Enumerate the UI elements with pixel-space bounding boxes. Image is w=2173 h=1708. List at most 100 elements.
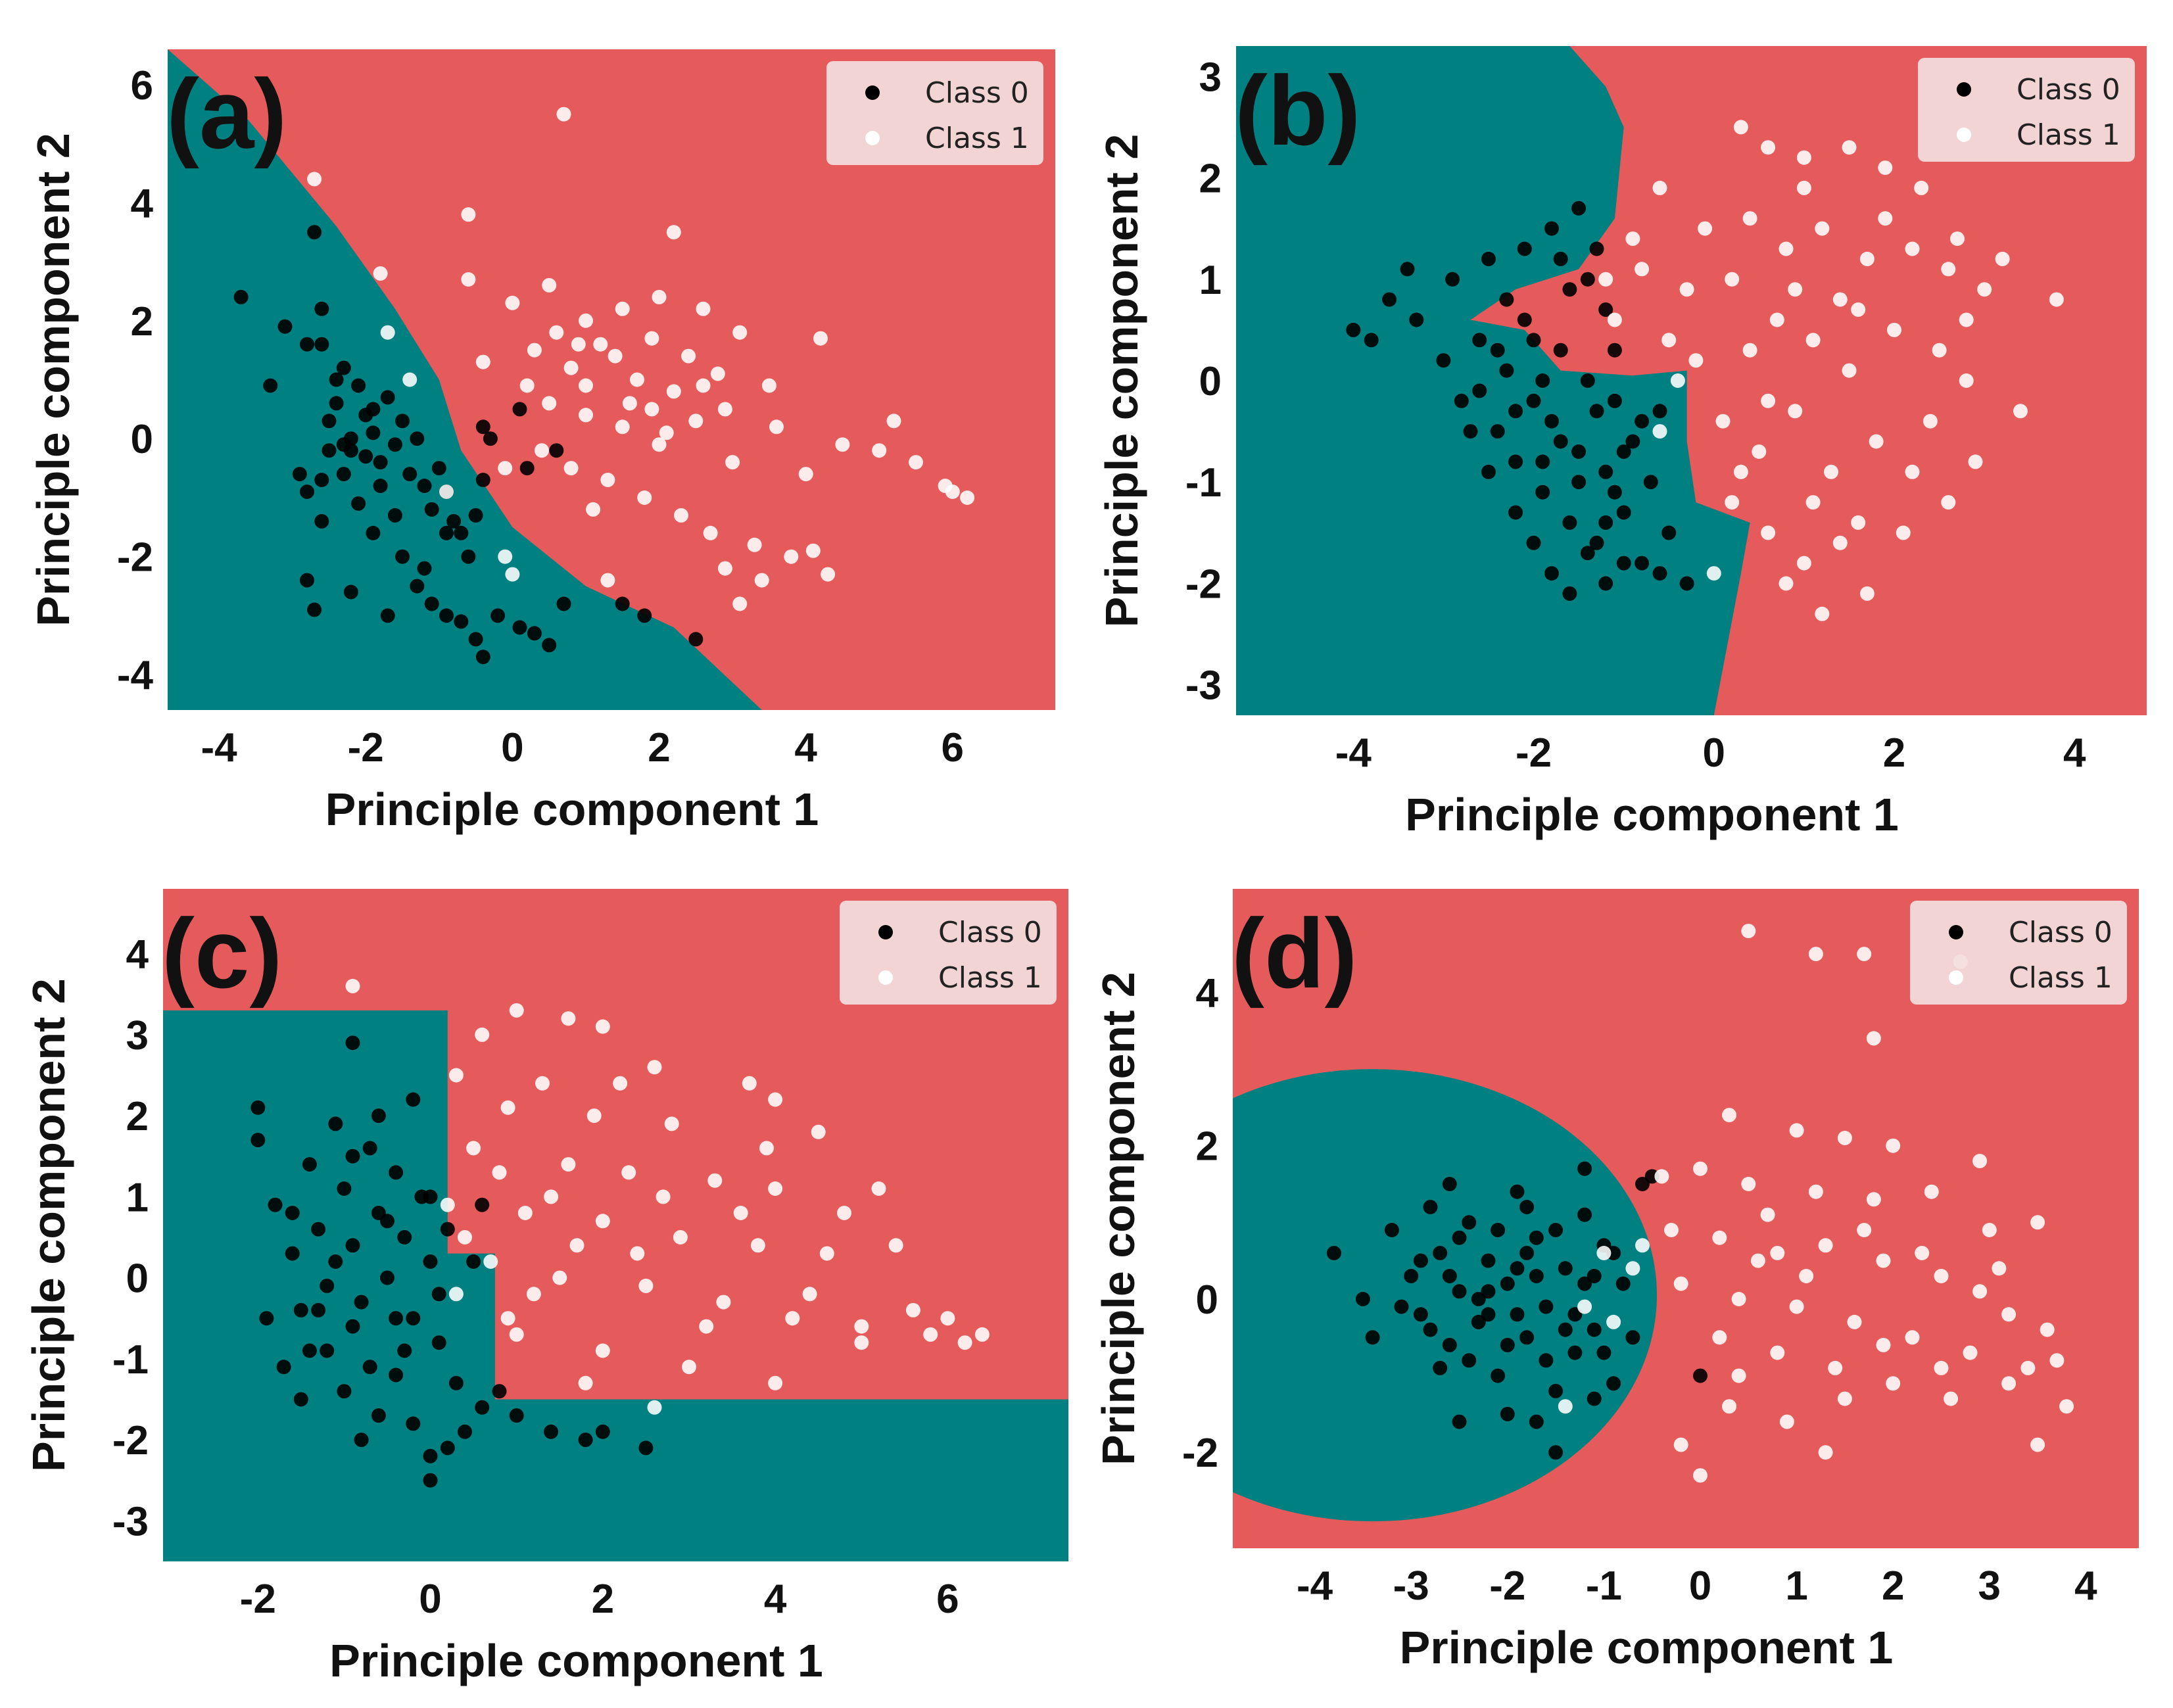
class-1-point — [1977, 282, 1992, 297]
class-0-point — [1510, 1307, 1525, 1322]
class-0-point — [440, 1222, 455, 1237]
class-1-point — [688, 414, 704, 429]
y-axis-title: Principle component 2 — [28, 133, 79, 627]
class-1-point — [1857, 1223, 1872, 1237]
class-1-point — [498, 549, 513, 564]
legend-label-class-1: Class 1 — [2017, 118, 2120, 152]
class-1-point — [505, 567, 520, 582]
y-tick-label: -2 — [117, 535, 153, 581]
class-0-point — [542, 638, 557, 653]
class-1-point — [509, 1003, 524, 1018]
class-0-point — [328, 1116, 343, 1131]
class-1-point — [2030, 1215, 2045, 1230]
class-1-point — [1779, 1414, 1794, 1429]
class-1-point — [1972, 1154, 1988, 1168]
class-0-point — [1607, 485, 1622, 500]
class-1-point — [647, 1400, 662, 1415]
class-0-point — [492, 1384, 507, 1399]
class-1-point — [811, 1124, 826, 1139]
class-0-point — [1562, 586, 1577, 601]
class-0-point — [1517, 241, 1532, 256]
class-0-point — [1519, 1330, 1535, 1345]
class-0-point — [314, 513, 329, 529]
class-0-point — [300, 485, 314, 499]
legend-marker-class-1 — [878, 970, 893, 985]
class-0-point — [314, 473, 329, 487]
class-0-point — [1462, 1215, 1477, 1230]
class-1-point — [871, 1181, 886, 1196]
class-1-point — [1769, 312, 1784, 327]
legend-label-class-0: Class 0 — [2009, 916, 2113, 949]
class-1-point — [759, 1141, 774, 1156]
class-1-point — [837, 1206, 851, 1220]
class-0-point — [423, 1254, 438, 1269]
class-0-point — [440, 1440, 455, 1456]
class-0-point — [1548, 1445, 1564, 1460]
class-1-point — [1635, 262, 1650, 277]
class-0-point — [1589, 241, 1604, 256]
class-0-point — [354, 1433, 369, 1448]
class-0-point — [1364, 333, 1379, 348]
class-1-point — [579, 408, 593, 423]
class-0-point — [1491, 1223, 1506, 1237]
class-0-point — [406, 1092, 421, 1107]
class-1-point — [733, 1206, 748, 1220]
class-0-point — [397, 1343, 412, 1358]
class-0-point — [1517, 312, 1532, 327]
class-0-point — [1526, 535, 1541, 550]
class-0-point — [395, 549, 410, 564]
panel-d: -4 -3 -2 -1 0 1 2 3 4 -2 0 2 4 Principle component 1… — [1093, 889, 2139, 1673]
class-1-point — [461, 272, 476, 287]
x-tick-label: -4 — [1297, 1563, 1333, 1609]
y-tick-label: 3 — [1199, 55, 1222, 100]
class-1-point — [1635, 1238, 1650, 1253]
class-0-point — [300, 337, 314, 352]
legend-marker-class-0 — [865, 85, 880, 100]
x-tick-label: -2 — [240, 1577, 276, 1622]
class-1-point — [1828, 1360, 1843, 1375]
class-1-point — [1761, 393, 1776, 408]
class-1-point — [544, 1189, 559, 1204]
class-1-point — [1878, 211, 1893, 226]
class-0-point — [1539, 1299, 1554, 1314]
class-1-point — [492, 1165, 507, 1180]
axis-ticks: -4 -2 0 2 4 -3 -2 -1 0 1 2 3 — [1185, 55, 2086, 776]
class-0-point — [1562, 282, 1577, 297]
class-1-point — [945, 485, 960, 499]
class-0-point — [322, 443, 337, 458]
class-1-point — [2049, 292, 2064, 307]
class-0-point — [1508, 454, 1523, 469]
legend: Class 0 Class 1 — [840, 901, 1057, 1005]
class-1-point — [1673, 1437, 1688, 1452]
class-0-point — [1442, 1269, 1457, 1283]
class-0-point — [1499, 363, 1514, 378]
class-0-point — [1635, 556, 1650, 571]
class-0-point — [468, 508, 483, 523]
class-0-point — [292, 467, 307, 482]
class-0-point — [1615, 1276, 1631, 1291]
class-1-point — [1625, 1261, 1640, 1276]
class-1-point — [542, 396, 557, 411]
class-0-point — [293, 1302, 308, 1317]
panel-label: (a) — [166, 59, 287, 169]
class-0-point — [366, 425, 381, 440]
class-1-point — [1866, 1031, 1881, 1046]
class-0-point — [311, 1222, 326, 1237]
class-0-point — [354, 1294, 369, 1310]
class-0-point — [1423, 1200, 1438, 1214]
class-1-point — [1796, 556, 1811, 571]
y-tick-label: -3 — [112, 1499, 149, 1544]
class-1-point — [732, 596, 748, 611]
class-0-point — [277, 319, 293, 334]
class-1-point — [1832, 535, 1848, 550]
x-tick-label: -2 — [348, 725, 384, 771]
class-0-point — [446, 513, 462, 529]
y-tick-label: 6 — [131, 63, 153, 108]
class-0-point — [1587, 1322, 1602, 1337]
class-1-point — [1652, 180, 1667, 195]
class-0-point — [345, 1035, 360, 1051]
class-0-point — [406, 1416, 421, 1431]
x-axis-title: Principle component 1 — [1400, 1622, 1894, 1673]
class-0-point — [1433, 1360, 1448, 1375]
